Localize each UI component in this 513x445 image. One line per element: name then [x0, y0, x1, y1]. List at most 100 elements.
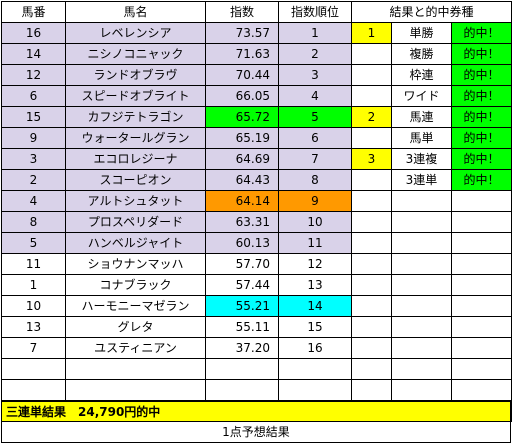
- table-row: [1, 358, 512, 380]
- cell-horse-name: スコーピオン: [65, 169, 206, 191]
- cell-number: 2: [1, 169, 66, 191]
- table-row: 15 カフジテトラゴン 65.72 5 2 馬連 的中！: [1, 106, 512, 128]
- cell-result-place: [351, 337, 392, 359]
- cell-hit: [451, 316, 512, 338]
- cell-result-place: [351, 169, 392, 191]
- cell-result-place: [351, 316, 392, 338]
- cell-horse-name: ショウナンマッハ: [65, 253, 206, 275]
- cell-index: 64.43: [205, 169, 279, 191]
- cell-bet-type: 馬連: [391, 106, 452, 128]
- cell-hit: [451, 211, 512, 233]
- table-body: 16 レベレンシア 73.57 1 1 単勝 的中！ 14 ニシノコニャック 71.63 2 複勝 的中…: [1, 22, 512, 422]
- cell-number: 12: [1, 64, 66, 86]
- cell-bet-type: 単勝: [391, 22, 452, 44]
- cell-number: 4: [1, 190, 66, 212]
- cell-bet-type: [391, 274, 452, 296]
- cell-bet-type: 馬単: [391, 127, 452, 149]
- cell-number: 10: [1, 295, 66, 317]
- cell-index: [205, 358, 279, 380]
- cell-bet-type: 枠連: [391, 64, 452, 86]
- cell-result-place: [351, 190, 392, 212]
- cell-result-place: [351, 211, 392, 233]
- cell-bet-type: 複勝: [391, 43, 452, 65]
- cell-number: 7: [1, 337, 66, 359]
- cell-hit: 的中！: [451, 22, 512, 44]
- cell-number: 15: [1, 106, 66, 128]
- table-row: 9 ウォータールグラン 65.19 6 馬単 的中！: [1, 127, 512, 149]
- table-row: 1 コナブラック 57.44 13: [1, 274, 512, 296]
- cell-index-rank: 2: [278, 43, 352, 65]
- cell-horse-name: ニシノコニャック: [65, 43, 206, 65]
- cell-hit: [451, 274, 512, 296]
- cell-bet-type: [391, 358, 452, 380]
- result-banner: 三連単結果 24,790円的中: [1, 401, 511, 422]
- cell-horse-name: カフジテトラゴン: [65, 106, 206, 128]
- cell-index-rank: 14: [278, 295, 352, 317]
- table-row: 4 アルトシュタット 64.14 9: [1, 190, 512, 212]
- cell-result-place: [351, 274, 392, 296]
- cell-index: 66.05: [205, 85, 279, 107]
- cell-result-place: [351, 358, 392, 380]
- cell-index: 73.57: [205, 22, 279, 44]
- cell-bet-type: [391, 190, 452, 212]
- table-row: 12 ランドオブラヴ 70.44 3 枠連 的中！: [1, 64, 512, 86]
- cell-result-place: [351, 127, 392, 149]
- cell-number: 14: [1, 43, 66, 65]
- table-row: 5 ハンベルジャイト 60.13 11: [1, 232, 512, 254]
- table-row: 7 ユスティニアン 37.20 16: [1, 337, 512, 359]
- footer-caption: 1点予想結果: [1, 422, 511, 443]
- cell-result-place: [351, 43, 392, 65]
- cell-index: 71.63: [205, 43, 279, 65]
- header-number: 馬番: [1, 1, 66, 23]
- cell-hit: 的中！: [451, 169, 512, 191]
- cell-index: 60.13: [205, 232, 279, 254]
- cell-index: 65.19: [205, 127, 279, 149]
- cell-hit: [451, 190, 512, 212]
- cell-index: 37.20: [205, 337, 279, 359]
- cell-hit: 的中！: [451, 106, 512, 128]
- cell-hit: [451, 358, 512, 380]
- cell-bet-type: [391, 316, 452, 338]
- table-row: 8 プロスペリダード 63.31 10: [1, 211, 512, 233]
- table-row: 6 スピードオブライト 66.05 4 ワイド 的中！: [1, 85, 512, 107]
- cell-result-place: [351, 253, 392, 275]
- cell-index-rank: [278, 379, 352, 401]
- cell-index: 57.70: [205, 253, 279, 275]
- cell-bet-type: [391, 295, 452, 317]
- table-row: 11 ショウナンマッハ 57.70 12: [1, 253, 512, 275]
- cell-result-place: 2: [351, 106, 392, 128]
- cell-horse-name: ハーモニーマゼラン: [65, 295, 206, 317]
- cell-result-place: [351, 295, 392, 317]
- cell-hit: 的中！: [451, 64, 512, 86]
- cell-bet-type: [391, 337, 452, 359]
- cell-result-place: [351, 85, 392, 107]
- cell-index: 57.44: [205, 274, 279, 296]
- cell-horse-name: アルトシュタット: [65, 190, 206, 212]
- cell-index-rank: 6: [278, 127, 352, 149]
- cell-number: 13: [1, 316, 66, 338]
- cell-hit: 的中！: [451, 85, 512, 107]
- cell-horse-name: エコロレジーナ: [65, 148, 206, 170]
- cell-horse-name: スピードオブライト: [65, 85, 206, 107]
- cell-bet-type: [391, 379, 452, 401]
- cell-index-rank: 7: [278, 148, 352, 170]
- cell-bet-type: ワイド: [391, 85, 452, 107]
- cell-index-rank: 8: [278, 169, 352, 191]
- cell-index-rank: 1: [278, 22, 352, 44]
- cell-bet-type: 3連複: [391, 148, 452, 170]
- cell-result-place: 1: [351, 22, 392, 44]
- cell-hit: 的中！: [451, 43, 512, 65]
- cell-hit: [451, 295, 512, 317]
- cell-index-rank: 16: [278, 337, 352, 359]
- cell-index: 64.14: [205, 190, 279, 212]
- cell-horse-name: ハンベルジャイト: [65, 232, 206, 254]
- cell-index-rank: 4: [278, 85, 352, 107]
- cell-index: 64.69: [205, 148, 279, 170]
- cell-horse-name: ランドオブラヴ: [65, 64, 206, 86]
- cell-index-rank: 10: [278, 211, 352, 233]
- header-results: 結果と的中券種: [351, 1, 512, 23]
- cell-index: 55.21: [205, 295, 279, 317]
- cell-number: 1: [1, 274, 66, 296]
- cell-index-rank: 5: [278, 106, 352, 128]
- table-row: 2 スコーピオン 64.43 8 3連単 的中！: [1, 169, 512, 191]
